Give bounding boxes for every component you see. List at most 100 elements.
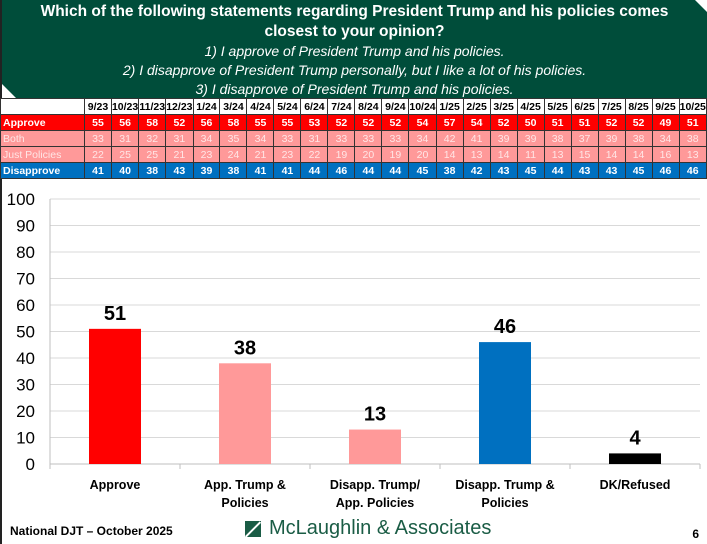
trend-date-header: 9/25 (651, 98, 680, 115)
header-corner-decoration (695, 0, 707, 12)
trend-cell: 46 (651, 162, 680, 179)
trend-cell: 54 (408, 114, 437, 131)
trend-row-approve: Approve 55 56 58 52 56 58 55 55 53 52 52 52 54 57 54 52 5… (0, 114, 707, 131)
trend-cell: 33 (83, 130, 112, 147)
y-tick-label: 90 (16, 217, 35, 236)
trend-cell: 13 (678, 146, 707, 163)
trend-cell: 54 (462, 114, 491, 131)
trend-cell: 34 (408, 130, 437, 147)
trend-cell: 52 (489, 114, 518, 131)
trend-cell: 51 (678, 114, 707, 131)
firm-name: McLaughlin & Associates (269, 517, 492, 539)
trend-cell: 43 (597, 162, 626, 179)
trend-row-label: Both (0, 130, 85, 147)
trend-date-header: 5/24 (273, 98, 302, 115)
trend-cell: 46 (678, 162, 707, 179)
trend-cell: 52 (597, 114, 626, 131)
trend-cell: 38 (624, 130, 653, 147)
trend-row-label: Just Policies (0, 146, 85, 163)
trend-cell: 32 (138, 130, 167, 147)
trend-cell: 16 (651, 146, 680, 163)
trend-date-header: 8/24 (354, 98, 383, 115)
trend-cell: 34 (651, 130, 680, 147)
trend-cell: 44 (300, 162, 329, 179)
trend-date-header: 12/23 (165, 98, 194, 115)
trend-cell: 39 (597, 130, 626, 147)
trend-cell: 58 (219, 114, 248, 131)
trend-cell: 13 (543, 146, 572, 163)
trend-date-header: 3/25 (489, 98, 518, 115)
trend-cell: 23 (273, 146, 302, 163)
trend-cell: 34 (192, 130, 221, 147)
data-label: 46 (494, 316, 516, 338)
y-tick-label: 40 (16, 349, 35, 368)
trend-cell: 51 (543, 114, 572, 131)
trend-cell: 24 (219, 146, 248, 163)
y-tick-label: 80 (16, 243, 35, 262)
y-tick-label: 70 (16, 270, 35, 289)
x-category-label: App. Policies (336, 496, 415, 510)
trend-cell: 56 (192, 114, 221, 131)
trend-cell: 43 (570, 162, 599, 179)
trend-table: 9/23 10/23 11/23 12/23 1/24 3/24 4/24 5/24 6/24 7… (0, 98, 707, 179)
trend-cell: 35 (219, 130, 248, 147)
trend-cell: 14 (435, 146, 464, 163)
trend-cell: 52 (165, 114, 194, 131)
x-category-label: DK/Refused (600, 478, 671, 492)
trend-cell: 52 (624, 114, 653, 131)
survey-label: National DJT – October 2025 (10, 524, 173, 538)
trend-date-header: 9/24 (381, 98, 410, 115)
trend-cell: 55 (83, 114, 112, 131)
trend-row-both: Both 33 31 32 31 34 35 34 33 31 33 33 33 34 42 41 39 39 38… (0, 130, 707, 147)
trend-cell: 14 (597, 146, 626, 163)
y-tick-label: 100 (7, 190, 35, 209)
trend-date-header: 9/23 (83, 98, 112, 115)
x-category-label: Policies (481, 496, 528, 510)
trend-cell: 31 (110, 130, 140, 147)
trend-header-row: 9/23 10/23 11/23 12/23 1/24 3/24 4/24 5/24 6/24 7… (0, 98, 707, 115)
trend-date-header: 10/24 (408, 98, 437, 115)
trend-cell: 44 (543, 162, 572, 179)
trend-cell: 33 (381, 130, 410, 147)
question-text: Which of the following statements regard… (40, 3, 669, 40)
trend-date-header: 6/24 (300, 98, 329, 115)
data-label: 13 (364, 404, 386, 426)
trend-cell: 38 (138, 162, 167, 179)
data-label: 4 (629, 427, 641, 449)
option-2: 2) I disapprove of President Trump perso… (122, 62, 587, 78)
bar-chart: 0 10 20 30 40 50 60 70 80 90 100 51 Approve 38 App. Tr… (7, 190, 701, 510)
trend-date-header: 2/25 (462, 98, 491, 115)
trend-cell: 55 (273, 114, 302, 131)
trend-corner-cell (0, 98, 85, 115)
trend-cell: 40 (110, 162, 140, 179)
y-tick-label: 0 (26, 455, 35, 474)
trend-cell: 20 (408, 146, 437, 163)
trend-cell: 14 (624, 146, 653, 163)
trend-cell: 31 (300, 130, 329, 147)
trend-cell: 57 (435, 114, 464, 131)
trend-cell: 22 (300, 146, 329, 163)
trend-date-header: 7/24 (327, 98, 356, 115)
trend-cell: 20 (354, 146, 383, 163)
trend-date-header: 11/23 (138, 98, 167, 115)
trend-date-header: 4/25 (516, 98, 545, 115)
bar-3 (479, 342, 531, 464)
trend-cell: 56 (110, 114, 140, 131)
trend-cell: 43 (489, 162, 518, 179)
trend-date-header: 10/25 (678, 98, 707, 115)
trend-cell: 38 (678, 130, 707, 147)
y-tick-label: 60 (16, 296, 35, 315)
x-category-label: Approve (90, 478, 141, 492)
trend-cell: 19 (381, 146, 410, 163)
data-label: 38 (234, 337, 256, 359)
trend-date-header: 5/25 (543, 98, 572, 115)
question-header: Which of the following statements regard… (2, 0, 707, 98)
trend-cell: 11 (516, 146, 545, 163)
trend-cell: 55 (246, 114, 275, 131)
trend-cell: 14 (489, 146, 518, 163)
trend-cell: 37 (570, 130, 599, 147)
bar-4 (609, 453, 661, 464)
trend-cell: 39 (192, 162, 221, 179)
trend-cell: 42 (435, 130, 464, 147)
trend-cell: 45 (408, 162, 437, 179)
